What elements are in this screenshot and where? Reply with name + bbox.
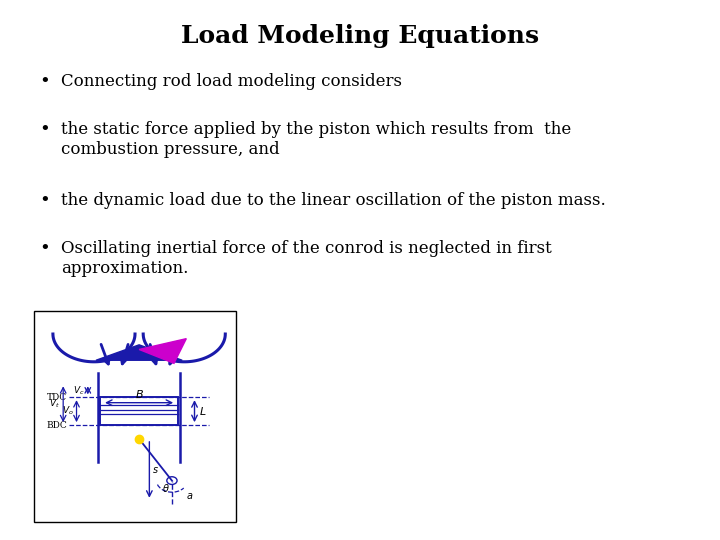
Text: the static force applied by the piston which results from  the
combustion pressu: the static force applied by the piston w… [61,122,572,158]
Text: $V_c$: $V_c$ [73,384,85,396]
Text: BDC: BDC [47,421,67,429]
Text: Oscillating inertial force of the conrod is neglected in first
approximation.: Oscillating inertial force of the conrod… [61,240,552,277]
Text: $L$: $L$ [199,405,206,417]
Text: •: • [40,240,50,258]
Bar [100,397,178,425]
Text: $s$: $s$ [153,465,159,475]
Text: Load Modeling Equations: Load Modeling Equations [181,24,539,48]
Text: •: • [40,192,50,210]
Text: Connecting rod load modeling considers: Connecting rod load modeling considers [61,73,402,90]
Text: $B$: $B$ [135,388,143,400]
Text: •: • [40,73,50,91]
Text: the dynamic load due to the linear oscillation of the piston mass.: the dynamic load due to the linear oscil… [61,192,606,208]
Text: $a$: $a$ [186,491,194,501]
Text: $V_o$: $V_o$ [62,405,73,417]
Polygon shape [96,345,182,360]
Text: •: • [40,122,50,139]
Text: $\theta$: $\theta$ [162,482,170,494]
Polygon shape [139,339,186,363]
Text: TDC: TDC [47,393,67,402]
Text: $V_t$: $V_t$ [49,398,60,410]
